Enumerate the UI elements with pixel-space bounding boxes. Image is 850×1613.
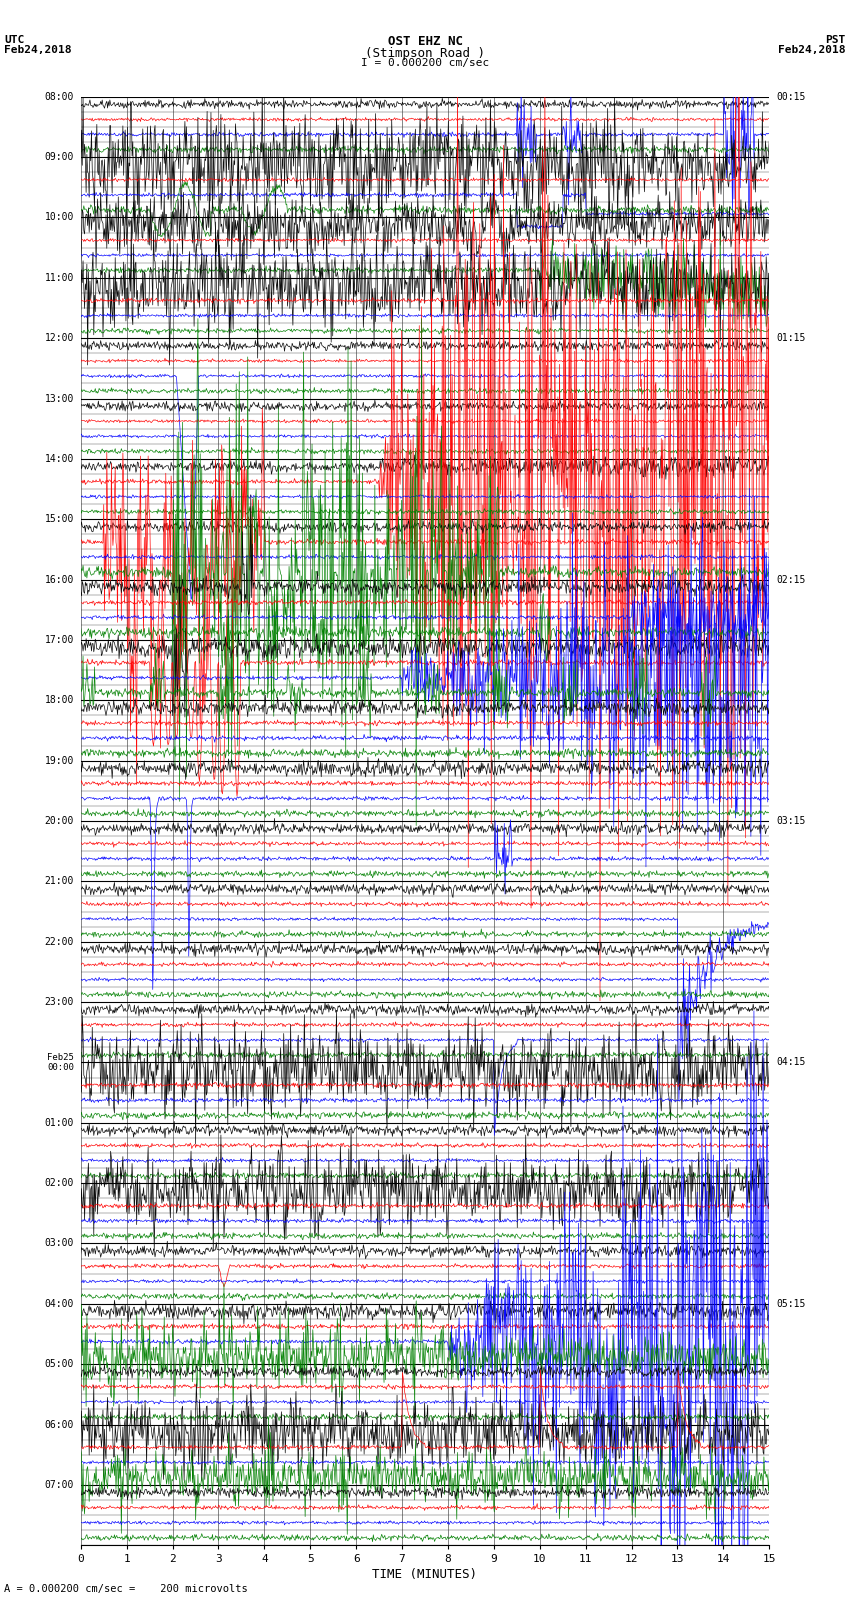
Text: UTC: UTC: [4, 35, 25, 45]
Text: 23:00: 23:00: [44, 997, 74, 1007]
Text: 09:00: 09:00: [44, 152, 74, 163]
Text: 02:15: 02:15: [776, 574, 806, 584]
Text: Feb25
00:00: Feb25 00:00: [47, 1053, 74, 1071]
Text: 08:00: 08:00: [44, 92, 74, 102]
Text: 03:15: 03:15: [776, 816, 806, 826]
Text: 19:00: 19:00: [44, 755, 74, 766]
Text: 05:15: 05:15: [776, 1298, 806, 1308]
Text: 02:00: 02:00: [44, 1177, 74, 1189]
Text: 14:00: 14:00: [44, 453, 74, 465]
Text: Feb24,2018: Feb24,2018: [779, 45, 846, 55]
Text: I = 0.000200 cm/sec: I = 0.000200 cm/sec: [361, 58, 489, 68]
Text: 03:00: 03:00: [44, 1239, 74, 1248]
Text: 17:00: 17:00: [44, 636, 74, 645]
Text: (Stimpson Road ): (Stimpson Road ): [365, 47, 485, 60]
Text: OST EHZ NC: OST EHZ NC: [388, 35, 462, 48]
Text: PST: PST: [825, 35, 846, 45]
Text: 12:00: 12:00: [44, 334, 74, 344]
Text: 15:00: 15:00: [44, 515, 74, 524]
Text: 21:00: 21:00: [44, 876, 74, 887]
Text: Feb24,2018: Feb24,2018: [4, 45, 71, 55]
Text: 11:00: 11:00: [44, 273, 74, 282]
Text: 18:00: 18:00: [44, 695, 74, 705]
Text: A = 0.000200 cm/sec =    200 microvolts: A = 0.000200 cm/sec = 200 microvolts: [4, 1584, 248, 1594]
Text: 05:00: 05:00: [44, 1360, 74, 1369]
Text: 04:15: 04:15: [776, 1058, 806, 1068]
Text: 22:00: 22:00: [44, 937, 74, 947]
Text: 20:00: 20:00: [44, 816, 74, 826]
Text: 01:00: 01:00: [44, 1118, 74, 1127]
X-axis label: TIME (MINUTES): TIME (MINUTES): [372, 1568, 478, 1581]
Text: 10:00: 10:00: [44, 213, 74, 223]
Text: 01:15: 01:15: [776, 334, 806, 344]
Text: 00:15: 00:15: [776, 92, 806, 102]
Text: 13:00: 13:00: [44, 394, 74, 403]
Text: 07:00: 07:00: [44, 1479, 74, 1490]
Text: 06:00: 06:00: [44, 1419, 74, 1429]
Text: 16:00: 16:00: [44, 574, 74, 584]
Text: 04:00: 04:00: [44, 1298, 74, 1308]
